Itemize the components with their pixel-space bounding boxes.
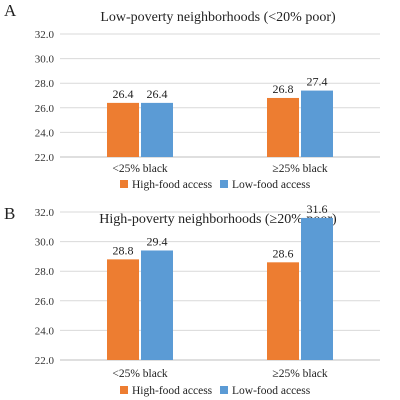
panel-letter: A	[4, 1, 17, 20]
chart-panel-b: B High-poverty neighborhoods (≥20% poor)…	[4, 202, 380, 397]
category-label: ≥25% black	[272, 368, 327, 380]
y-tick-label: 26.0	[35, 103, 55, 115]
data-label: 27.4	[307, 75, 328, 89]
bar	[141, 102, 173, 157]
chart-title: High-poverty neighborhoods (≥20% poor)	[99, 212, 337, 227]
chart-panel-a: A Low-poverty neighborhoods (<20% poor) …	[4, 1, 380, 191]
y-tick-label: 24.0	[35, 325, 55, 337]
bar	[107, 259, 139, 360]
y-tick-label: 30.0	[35, 237, 55, 249]
legend-swatch	[120, 180, 128, 188]
legend-label: Low-food access	[232, 385, 311, 397]
bar	[107, 102, 139, 157]
legend-label: High-food access	[132, 179, 213, 191]
y-tick-label: 32.0	[35, 29, 55, 41]
y-tick-label: 28.0	[35, 266, 55, 278]
legend-label: Low-food access	[232, 179, 311, 191]
legend-swatch	[220, 180, 228, 188]
category-label: <25% black	[112, 163, 168, 175]
bar	[267, 97, 299, 157]
y-tick-label: 22.0	[35, 152, 55, 164]
legend-swatch	[120, 386, 128, 394]
legend-label: High-food access	[132, 385, 213, 397]
bar	[301, 90, 333, 157]
panel-letter: B	[4, 204, 15, 223]
y-tick-label: 30.0	[35, 54, 55, 66]
category-label: ≥25% black	[272, 163, 327, 175]
y-tick-label: 28.0	[35, 78, 55, 90]
data-label: 31.6	[307, 202, 328, 216]
y-tick-label: 24.0	[35, 127, 55, 139]
y-tick-label: 22.0	[35, 355, 55, 367]
bar	[141, 250, 173, 360]
category-label: <25% black	[112, 368, 168, 380]
bar	[267, 262, 299, 360]
data-label: 28.8	[113, 243, 134, 257]
y-tick-label: 26.0	[35, 296, 55, 308]
data-label: 26.4	[147, 87, 168, 101]
data-label: 26.8	[273, 82, 294, 96]
chart-title: Low-poverty neighborhoods (<20% poor)	[100, 10, 336, 25]
data-label: 28.6	[273, 246, 294, 260]
y-tick-label: 32.0	[35, 207, 55, 219]
legend-swatch	[220, 386, 228, 394]
bar	[301, 217, 333, 360]
data-label: 26.4	[113, 87, 134, 101]
data-label: 29.4	[147, 234, 168, 248]
